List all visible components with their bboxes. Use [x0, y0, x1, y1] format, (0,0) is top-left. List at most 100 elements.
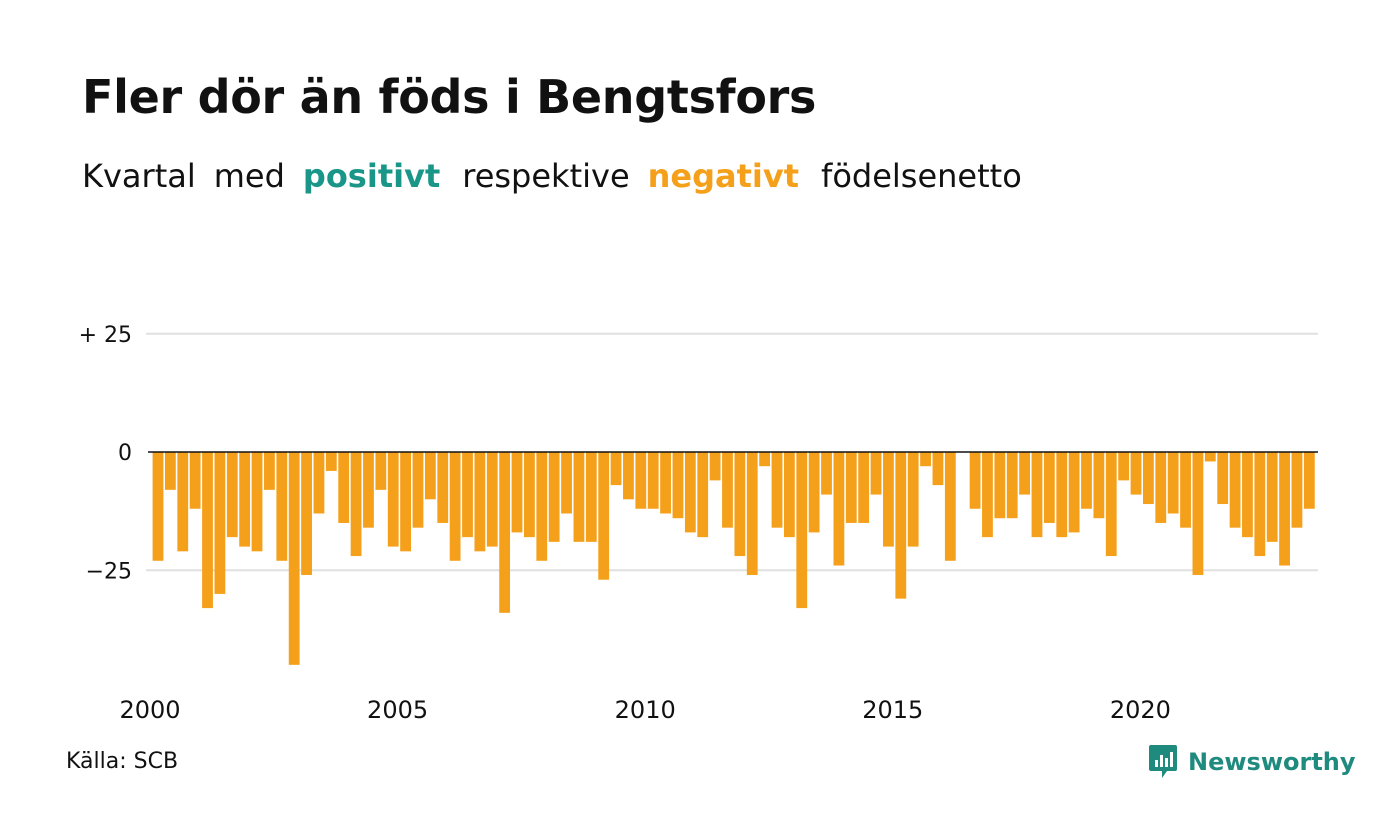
- subtitle-word-med: med: [213, 157, 285, 195]
- bar: [623, 452, 634, 500]
- grid-lines: [146, 332, 1318, 572]
- bar: [1155, 452, 1167, 523]
- bar: [771, 452, 783, 528]
- bar: [635, 452, 647, 509]
- bar: [1266, 452, 1278, 542]
- bar: [251, 452, 263, 552]
- bar: [400, 452, 411, 552]
- bar: [1291, 452, 1303, 528]
- bar: [709, 452, 721, 481]
- bar: [1143, 452, 1154, 505]
- bar: [474, 452, 486, 552]
- bar: [536, 452, 548, 561]
- bar: [499, 452, 511, 613]
- bar: [1056, 452, 1068, 538]
- bar: [1031, 452, 1043, 538]
- y-tick-label: −25: [86, 559, 132, 584]
- bar: [387, 452, 399, 547]
- bar: [152, 452, 164, 561]
- bar: [1229, 452, 1241, 528]
- bar: [783, 452, 795, 538]
- bar: [1081, 452, 1092, 509]
- bar: [226, 452, 238, 538]
- bar: [821, 452, 832, 495]
- bar: [1217, 452, 1229, 505]
- bar: [350, 452, 362, 557]
- bar: [424, 452, 436, 500]
- bar: [239, 452, 251, 547]
- newsworthy-chart-bubble-icon: [1149, 745, 1177, 778]
- bar: [412, 452, 424, 528]
- bar: [994, 452, 1006, 519]
- chart-title: Fler dör än föds i Bengtsfors: [82, 70, 817, 124]
- bar: [845, 452, 857, 523]
- y-tick-label: 0: [118, 441, 132, 466]
- bar: [1180, 452, 1191, 528]
- bar: [1279, 452, 1290, 566]
- bar: [672, 452, 684, 519]
- bar: [759, 452, 771, 467]
- bar: [833, 452, 845, 566]
- bar: [883, 452, 894, 547]
- bar: [944, 452, 956, 561]
- bar: [177, 452, 189, 552]
- bar: [697, 452, 709, 538]
- bar: [202, 452, 213, 609]
- x-tick-label: 2000: [119, 696, 180, 724]
- bar: [1105, 452, 1117, 557]
- bar: [610, 452, 622, 486]
- bar: [573, 452, 585, 542]
- bar: [969, 452, 981, 509]
- bar: [1303, 452, 1315, 509]
- bar: [548, 452, 560, 542]
- chart-subtitle: Kvartal med positivt respektive negativt föde…: [82, 157, 1040, 195]
- bar: [276, 452, 288, 561]
- bar: [264, 452, 275, 490]
- bar: [1093, 452, 1105, 519]
- bar: [511, 452, 523, 533]
- bar: [895, 452, 907, 599]
- x-tick-label: 2015: [862, 696, 923, 724]
- bar: [796, 452, 808, 609]
- bar: [1192, 452, 1204, 575]
- x-tick-label: 2010: [615, 696, 676, 724]
- subtitle-word-fodelsenetto: födelsenetto: [821, 157, 1022, 195]
- bar: [1254, 452, 1266, 557]
- bar: [746, 452, 758, 575]
- bar: [907, 452, 919, 547]
- bar: [189, 452, 201, 509]
- x-tick-label: 2020: [1110, 696, 1171, 724]
- bar: [1043, 452, 1055, 523]
- bar: [301, 452, 312, 575]
- bar: [1068, 452, 1080, 533]
- bar: [1204, 452, 1216, 462]
- bar: [524, 452, 535, 538]
- bar: [561, 452, 572, 514]
- axes: + 25 0 −25 2000 2005 2010 2015 2020: [79, 323, 1318, 724]
- bar: [313, 452, 325, 514]
- subtitle-negative-label: negativt: [647, 157, 800, 195]
- bar: [486, 452, 498, 547]
- bar: [684, 452, 696, 533]
- bar: [722, 452, 733, 528]
- bar: [585, 452, 597, 542]
- subtitle-word-kvartal: Kvartal: [82, 157, 196, 195]
- subtitle-positive-label: positivt: [302, 157, 441, 195]
- bar: [363, 452, 374, 528]
- bar: [1019, 452, 1030, 495]
- bar: [437, 452, 449, 523]
- bar: [734, 452, 746, 557]
- bar: [870, 452, 882, 495]
- bar: [375, 452, 387, 490]
- bar: [288, 452, 300, 665]
- bar: [338, 452, 350, 523]
- bar: [1006, 452, 1018, 519]
- bar: [1242, 452, 1253, 538]
- subtitle-word-respektive: respektive: [462, 157, 630, 195]
- bar: [1118, 452, 1130, 481]
- bar: [462, 452, 473, 538]
- bar: [598, 452, 610, 580]
- bar: [932, 452, 944, 486]
- source-label: Källa: SCB: [66, 749, 179, 774]
